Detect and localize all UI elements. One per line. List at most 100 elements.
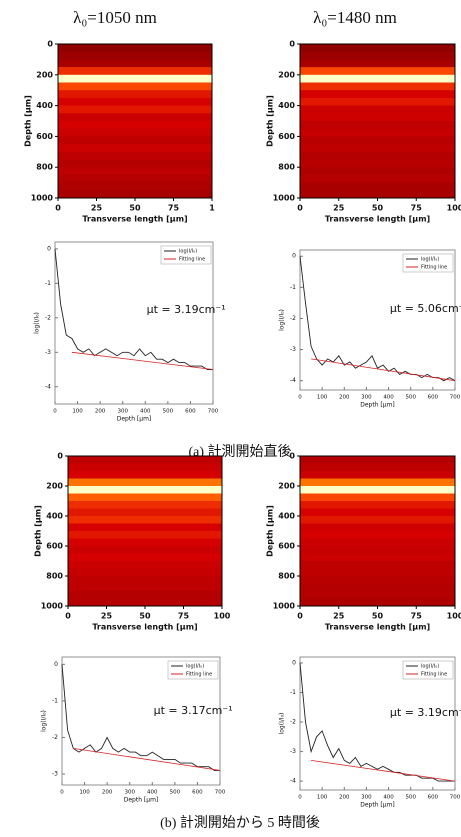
intensity-row <box>300 523 455 532</box>
x-tick-label: 300 <box>124 790 135 796</box>
intensity-row <box>300 159 455 168</box>
x-tick-label: 25 <box>101 612 113 621</box>
x-tick-label: 75 <box>168 204 180 213</box>
intensity-row <box>68 471 222 479</box>
intensity-row <box>58 67 212 76</box>
legend-label: Fitting line <box>186 672 212 678</box>
intensity-row <box>58 159 212 168</box>
x-tick-label: 200 <box>95 409 106 415</box>
x-tick-label: 200 <box>339 795 350 801</box>
intensity-row <box>300 59 455 68</box>
y-tick-label: 200 <box>36 70 53 79</box>
x-tick-label: 50 <box>129 204 141 213</box>
y-tick-label: -1 <box>45 280 51 287</box>
intensity-row <box>300 583 455 592</box>
caption: (b) 計測開始から 5 時間後 <box>160 815 320 831</box>
x-tick-label: 75 <box>411 204 423 213</box>
y-axis-label: log(I/I₀) <box>41 710 48 732</box>
x-tick-label: 400 <box>383 795 394 801</box>
intensity-row <box>58 174 212 184</box>
x-tick-label: 100 <box>317 395 328 401</box>
intensity-row <box>300 44 455 53</box>
intensity-row <box>300 486 455 494</box>
series-line <box>71 351 214 370</box>
x-tick-label: 600 <box>428 795 439 801</box>
x-tick-label: 0 <box>60 790 64 796</box>
intensity-row <box>300 493 455 502</box>
y-tick-label: 800 <box>278 572 295 581</box>
intensity-row <box>300 105 455 114</box>
intensity-row <box>58 190 212 199</box>
intensity-row <box>58 74 212 83</box>
series-line <box>299 256 456 382</box>
x-tick-label: 100 <box>447 612 461 621</box>
intensity-row <box>58 121 212 130</box>
intensity-row <box>58 90 212 99</box>
legend-label: log(I/I₀) <box>179 249 197 255</box>
intensity-row <box>300 463 455 472</box>
intensity-row <box>300 568 455 577</box>
x-tick-label: 600 <box>192 790 203 796</box>
intensity-row <box>68 456 222 464</box>
intensity-row <box>58 151 212 160</box>
intensity-row <box>58 51 212 60</box>
x-axis-label: Depth [μm] <box>360 802 395 809</box>
y-tick-label: 800 <box>278 163 295 172</box>
intensity-row <box>300 598 455 607</box>
x-tick-label: 700 <box>450 395 461 401</box>
x-tick-label: 100 <box>317 795 328 801</box>
intensity-row <box>300 546 455 554</box>
y-axis-label: Depth [μm] <box>34 505 43 557</box>
x-tick-label: 700 <box>215 790 226 796</box>
y-axis-label: log(I/I₀) <box>279 309 286 331</box>
intensity-row <box>58 105 212 114</box>
intensity-row <box>68 501 222 509</box>
intensity-row <box>68 598 222 607</box>
y-tick-label: 600 <box>36 132 53 141</box>
y-axis-label: Depth [μm] <box>24 95 33 147</box>
y-tick-label: 400 <box>46 512 63 521</box>
x-tick-label: 50 <box>139 612 151 621</box>
x-tick-label: 0 <box>298 795 302 801</box>
intensity-row <box>58 182 212 191</box>
intensity-row <box>300 531 455 539</box>
intensity-row <box>68 568 222 577</box>
x-axis-label: Transverse length [μm] <box>325 215 430 224</box>
x-tick-label: 0 <box>297 204 303 213</box>
x-tick-label: 25 <box>91 204 103 213</box>
y-tick-label: 400 <box>278 512 295 521</box>
x-axis-label: Depth [μm] <box>124 797 159 804</box>
y-tick-label: -1 <box>52 697 58 704</box>
y-axis-label: log(I/I₀) <box>279 713 286 735</box>
intensity-row <box>300 97 455 107</box>
intensity-row <box>58 144 212 153</box>
intensity-row <box>300 113 455 122</box>
y-tick-label: 1000 <box>273 602 296 611</box>
y-tick-label: 0 <box>47 40 53 49</box>
intensity-row <box>300 190 455 199</box>
x-axis-label: Depth [μm] <box>117 416 152 423</box>
y-tick-label: 400 <box>278 101 295 110</box>
intensity-row <box>300 144 455 153</box>
x-tick-label: 600 <box>428 395 439 401</box>
plot-frame <box>299 249 456 391</box>
intensity-row <box>68 463 222 472</box>
y-axis-label: log(I/I₀) <box>34 312 41 334</box>
y-tick-label: 200 <box>278 70 295 79</box>
intensity-row <box>300 456 455 464</box>
y-tick-label: 200 <box>46 482 63 491</box>
y-tick-label: -2 <box>290 719 296 726</box>
y-tick-label: 0 <box>289 40 295 49</box>
series-line <box>61 664 220 771</box>
y-tick-label: -2 <box>45 314 51 321</box>
annotation: μt = 3.19cm⁻¹ <box>147 303 226 316</box>
y-tick-label: -3 <box>290 748 296 755</box>
y-tick-label: -2 <box>52 734 58 741</box>
series-line <box>54 248 213 370</box>
y-tick-label: 0 <box>54 661 58 668</box>
intensity-row <box>58 167 212 176</box>
x-tick-label: 200 <box>339 395 350 401</box>
intensity-row <box>300 576 455 584</box>
x-tick-label: 100 <box>72 409 83 415</box>
x-tick-label: 75 <box>178 612 190 621</box>
